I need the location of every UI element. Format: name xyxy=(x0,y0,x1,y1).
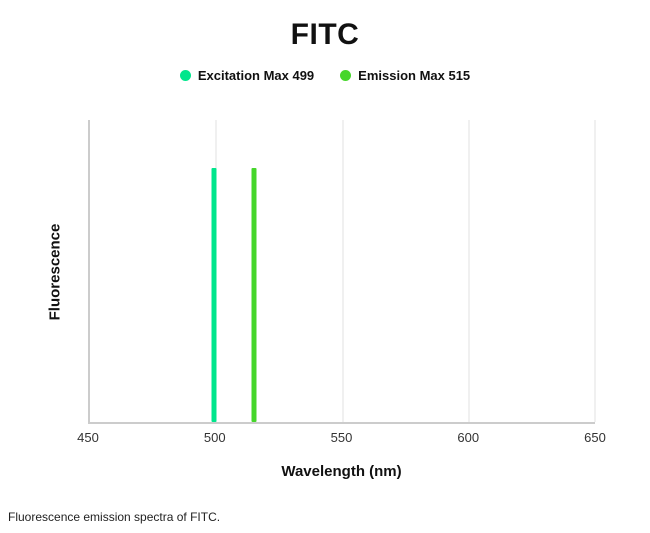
legend-label: Excitation Max 499 xyxy=(197,68,315,83)
legend-item: Emission Max 515 xyxy=(340,68,470,83)
x-tick-600: 600 xyxy=(457,430,480,445)
legend-dot-icon xyxy=(179,70,191,81)
chart-title: FITC xyxy=(290,18,360,51)
x-tick-650: 650 xyxy=(584,430,606,445)
legend-dot-icon xyxy=(340,70,352,81)
gridline-500 xyxy=(215,120,217,422)
x-tick-500: 500 xyxy=(203,430,226,445)
x-axis-label: Wavelength (nm) xyxy=(281,463,402,480)
x-tick-450: 450 xyxy=(77,430,99,445)
plot-area xyxy=(88,120,596,424)
legend: Excitation Max 499 Emission Max 515 xyxy=(0,68,650,83)
legend-item: Excitation Max 499 xyxy=(179,68,315,83)
spectrum-line-515 xyxy=(251,168,257,422)
x-tick-labels: 450 500 550 600 650 xyxy=(77,430,606,448)
gridline-650 xyxy=(594,120,596,422)
spectrum-line-499 xyxy=(211,168,217,422)
figure-caption: Fluorescence emission spectra of FITC. xyxy=(8,510,221,524)
legend-label: Emission Max 515 xyxy=(358,68,471,83)
y-axis-label: Fluorescence xyxy=(46,223,64,321)
gridline-550 xyxy=(342,120,343,422)
x-tick-550: 550 xyxy=(330,430,353,445)
gridline-600 xyxy=(468,120,470,422)
